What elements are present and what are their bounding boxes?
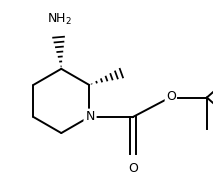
Text: O: O [166, 90, 176, 103]
Text: NH$_2$: NH$_2$ [47, 12, 72, 27]
Text: N: N [85, 111, 95, 124]
Text: O: O [128, 162, 138, 175]
